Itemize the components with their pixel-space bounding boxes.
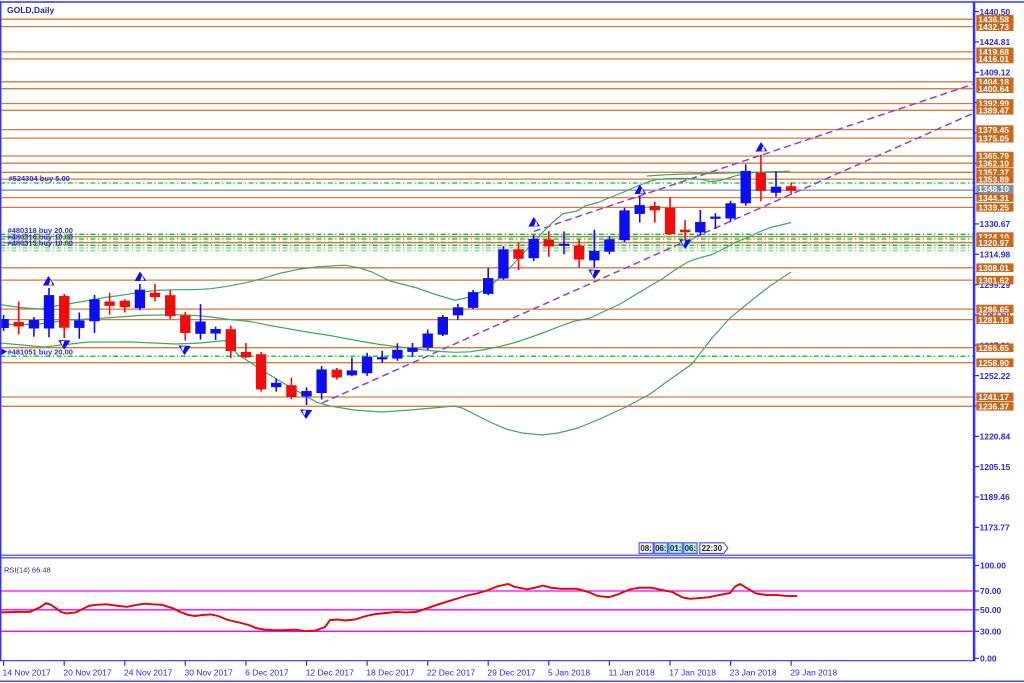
svg-text:30 Nov 2017: 30 Nov 2017 [185,668,233,678]
svg-text:100.00: 100.00 [980,561,1006,571]
svg-text:06:: 06: [655,544,667,553]
svg-text:1419.68: 1419.68 [978,47,1009,57]
svg-text:70.00: 70.00 [980,586,1002,596]
svg-text:29 Jan 2018: 29 Jan 2018 [790,668,837,678]
svg-text:24 Nov 2017: 24 Nov 2017 [124,668,172,678]
svg-text:1409.12: 1409.12 [980,68,1011,78]
svg-text:1320.97: 1320.97 [978,238,1009,248]
svg-text:6 Dec 2017: 6 Dec 2017 [245,668,289,678]
svg-text:1189.46: 1189.46 [980,492,1011,502]
svg-text:08:: 08: [640,544,652,553]
svg-text:1173.77: 1173.77 [980,523,1011,533]
svg-text:1436.58: 1436.58 [978,14,1009,24]
svg-text:1339.25: 1339.25 [978,203,1009,213]
svg-text:22 Dec 2017: 22 Dec 2017 [427,668,475,678]
svg-text:1344.31: 1344.31 [978,193,1009,203]
svg-text:30.00: 30.00 [980,627,1002,637]
svg-text:GOLD,Daily: GOLD,Daily [7,5,55,15]
svg-text:1205.15: 1205.15 [980,462,1011,472]
svg-text:1301.62: 1301.62 [978,275,1009,285]
svg-text:1416.01: 1416.01 [978,54,1009,64]
svg-text:1252.22: 1252.22 [980,371,1011,381]
svg-text:1375.05: 1375.05 [978,133,1009,143]
svg-text:1308.01: 1308.01 [978,263,1009,273]
svg-text:1220.84: 1220.84 [980,432,1011,442]
svg-text:1299.29: 1299.29 [980,280,1011,290]
svg-text:1281.18: 1281.18 [978,315,1009,325]
svg-text:29 Dec 2017: 29 Dec 2017 [487,668,535,678]
svg-text:5 Jan 2018: 5 Jan 2018 [548,668,590,678]
svg-text:23 Jan 2018: 23 Jan 2018 [730,668,777,678]
svg-text:1424.81: 1424.81 [980,37,1011,47]
svg-text:1286.65: 1286.65 [978,304,1009,314]
svg-text:1404.18: 1404.18 [978,77,1009,87]
svg-text:#524304 buy 5.00: #524304 buy 5.00 [9,174,70,183]
svg-text:1400.64: 1400.64 [978,84,1009,94]
svg-text:1266.65: 1266.65 [978,343,1009,353]
svg-text:1389.47: 1389.47 [978,106,1009,116]
svg-text:18 Dec 2017: 18 Dec 2017 [366,668,414,678]
svg-text:1392.99: 1392.99 [978,99,1009,109]
svg-text:06:: 06: [685,544,697,553]
svg-text:22:30: 22:30 [702,544,723,553]
svg-text:1324.10: 1324.10 [978,232,1009,242]
svg-text:1236.37: 1236.37 [978,402,1009,412]
svg-text:50.00: 50.00 [980,605,1002,615]
svg-text:1330.67: 1330.67 [980,219,1011,229]
svg-text:1241.17: 1241.17 [978,392,1009,402]
svg-text:0.00: 0.00 [980,654,997,664]
svg-text:12 Dec 2017: 12 Dec 2017 [306,668,354,678]
svg-text:1432.73: 1432.73 [978,22,1009,32]
svg-text:1258.90: 1258.90 [978,358,1009,368]
svg-text:1314.98: 1314.98 [980,250,1011,260]
svg-text:11 Jan 2018: 11 Jan 2018 [609,668,655,678]
svg-text:#481051 buy 20.00: #481051 buy 20.00 [8,348,73,357]
svg-text:1362.10: 1362.10 [978,158,1009,168]
svg-text:#480315 buy 10.00: #480315 buy 10.00 [8,239,73,248]
svg-text:1379.45: 1379.45 [978,125,1009,135]
svg-text:RSI(14) 66.48: RSI(14) 66.48 [4,566,51,575]
svg-text:1283.60: 1283.60 [980,310,1011,320]
svg-text:1440.50: 1440.50 [980,7,1011,17]
svg-text:#480318 buy 20.00: #480318 buy 20.00 [8,226,73,235]
svg-text:1357.37: 1357.37 [978,168,1009,178]
svg-text:20 Nov 2017: 20 Nov 2017 [63,668,111,678]
svg-text:14 Nov 2017: 14 Nov 2017 [3,668,51,678]
svg-text:01:: 01: [670,544,682,553]
svg-text:17 Jan 2018: 17 Jan 2018 [669,668,716,678]
svg-text:1353.89: 1353.89 [978,174,1009,184]
svg-text:#480316 buy 10.00: #480316 buy 10.00 [8,233,73,242]
svg-text:1348.10: 1348.10 [978,184,1009,194]
svg-text:1365.79: 1365.79 [978,151,1009,161]
